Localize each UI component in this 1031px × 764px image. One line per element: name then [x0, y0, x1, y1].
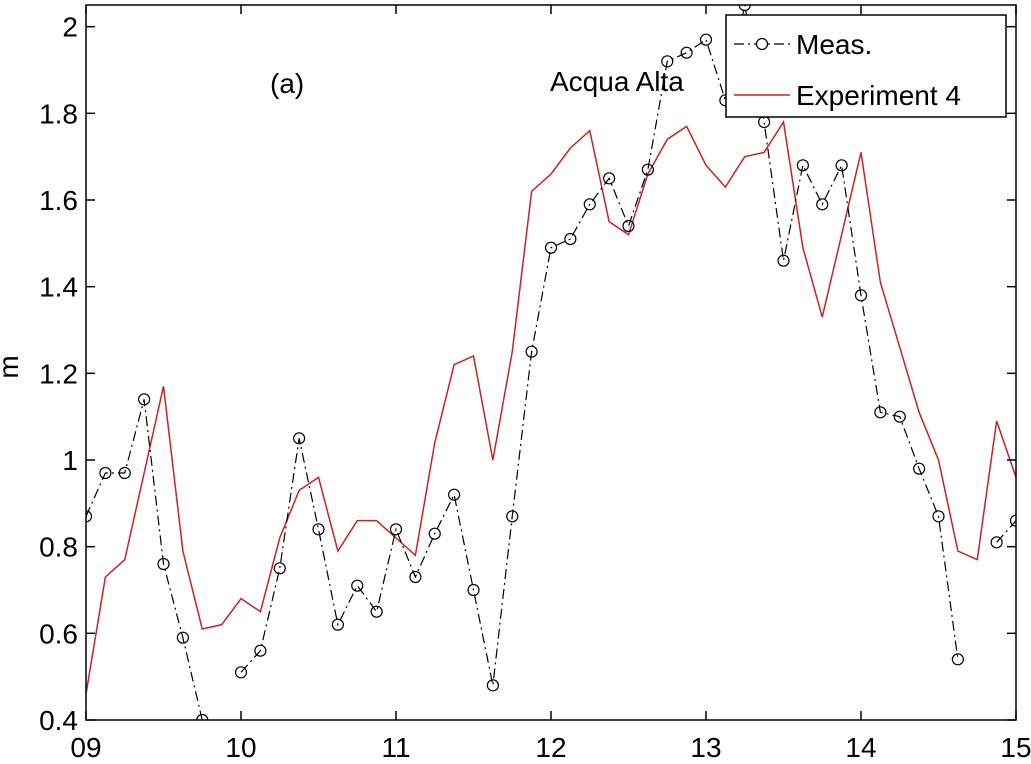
legend: Meas. Experiment 4 — [725, 14, 1007, 118]
series-meas-point — [196, 713, 209, 720]
legend-meas-marker — [755, 37, 769, 51]
series-meas-point — [816, 198, 829, 211]
x-tick-label: 09 — [70, 732, 101, 763]
series-meas-point — [777, 254, 790, 267]
legend-experiment-4-label: Experiment 4 — [796, 80, 961, 111]
series-meas-point — [312, 523, 325, 536]
series-meas-point — [680, 46, 693, 59]
series-meas-point — [796, 159, 809, 172]
series-meas-point — [758, 115, 771, 129]
y-tick-label: 1.2 — [39, 358, 78, 389]
x-tick-label: 11 — [381, 732, 410, 763]
series-meas-point — [874, 406, 887, 419]
series-meas-point — [118, 466, 131, 480]
series-meas-point — [331, 618, 344, 631]
series-meas-point — [951, 653, 964, 666]
x-tick-label: 12 — [535, 732, 566, 763]
series-meas-point — [544, 241, 558, 254]
series-meas-point — [389, 523, 403, 536]
series-meas-line — [86, 399, 203, 720]
series-meas-point — [273, 562, 286, 575]
series-meas-point — [835, 159, 848, 172]
legend-meas-label: Meas. — [796, 29, 872, 60]
x-tick-label: 15 — [1000, 732, 1031, 763]
series-meas-point — [854, 289, 868, 302]
series-meas-point — [699, 33, 713, 46]
series-meas-point — [525, 345, 538, 358]
series-meas-point — [234, 666, 248, 679]
legend-box — [725, 14, 1007, 118]
y-tick-label: 0.4 — [39, 705, 78, 736]
y-axis-label: m — [0, 355, 24, 378]
series-meas-point — [738, 5, 751, 12]
series-meas-point — [157, 557, 170, 571]
series-meas-point — [293, 432, 306, 445]
series-meas-point — [506, 510, 519, 523]
series-meas-point — [603, 172, 616, 185]
series-meas-point — [351, 579, 364, 592]
series-meas-point — [254, 644, 267, 657]
series-meas-point — [893, 410, 906, 423]
series-meas-point — [622, 219, 635, 233]
annotation-acqua-alta: Acqua Alta — [550, 66, 684, 97]
y-tick-label: 0.8 — [39, 532, 78, 563]
x-tick-label: 14 — [845, 732, 876, 763]
y-tick-label: 1 — [62, 445, 78, 476]
x-tick-label: 13 — [690, 732, 721, 763]
series-meas-point — [448, 488, 461, 501]
series-meas-point — [428, 527, 441, 540]
series-meas-point — [1009, 514, 1016, 527]
panel-label: (a) — [270, 68, 304, 99]
series-meas-point — [932, 510, 945, 523]
series-experiment-4-line — [86, 119, 1016, 695]
y-tick-label: 1.6 — [39, 185, 78, 216]
series-meas-point — [564, 232, 577, 246]
series-meas-point — [86, 510, 93, 523]
series-meas-point — [486, 679, 499, 692]
series-layer — [86, 5, 1016, 720]
series-meas-point — [467, 583, 480, 597]
y-tick-label: 0.6 — [39, 618, 78, 649]
series-meas-point — [370, 605, 383, 618]
series-meas-point — [990, 536, 1003, 549]
series-meas-point — [913, 462, 926, 475]
series-meas-point — [409, 570, 422, 584]
series-meas-point — [99, 466, 112, 480]
x-tick-label: 10 — [225, 732, 256, 763]
series-meas-point — [138, 393, 151, 406]
series-meas-point — [661, 55, 674, 68]
y-tick-label: 1.4 — [39, 272, 78, 303]
y-tick-label: 1.8 — [39, 98, 78, 129]
series-meas-line — [996, 520, 1016, 543]
series-meas-point — [641, 163, 654, 176]
axes-layer: 09 10 11 12 13 14 15 0.4 0.6 0.8 1 1.2 1.4 1.6 1.8 2 — [39, 4, 1031, 763]
series-meas-point — [583, 198, 596, 211]
y-tick-label: 2 — [62, 12, 78, 43]
series-meas-point — [176, 631, 189, 644]
